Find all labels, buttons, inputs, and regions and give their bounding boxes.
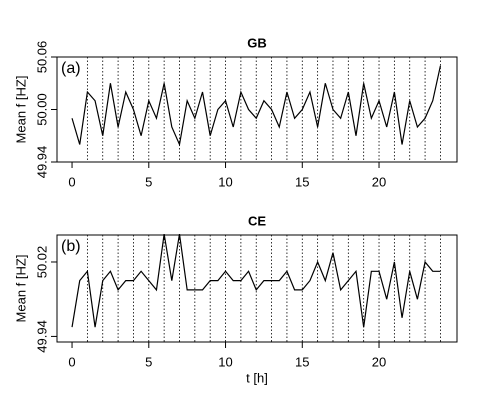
series-line <box>71 233 441 328</box>
y-tick-label: 49.94 <box>34 146 49 179</box>
x-tick-label: 15 <box>295 174 309 189</box>
y-axis-label: Mean f [HZ] <box>13 76 28 144</box>
panel-label: (a) <box>61 60 81 77</box>
x-tick-label: 5 <box>145 354 152 369</box>
x-tick-label: 20 <box>372 354 386 369</box>
series-line <box>71 65 442 147</box>
x-tick-label: 10 <box>218 174 232 189</box>
x-axis-label: t [h] <box>246 370 268 385</box>
y-axis-label: Mean f [HZ] <box>13 255 28 323</box>
y-tick-label: 49.94 <box>34 320 49 353</box>
x-tick-label: 0 <box>68 174 75 189</box>
chart-title: CE <box>248 213 266 228</box>
y-tick-label: 50.06 <box>34 41 49 74</box>
panel-label: (b) <box>61 238 81 255</box>
y-tick-label: 50.00 <box>34 93 49 126</box>
x-tick-label: 20 <box>372 174 386 189</box>
x-tick-label: 0 <box>68 354 75 369</box>
chart-title: GB <box>247 35 267 50</box>
x-tick-label: 5 <box>145 174 152 189</box>
y-tick-label: 50.02 <box>34 246 49 279</box>
x-tick-label: 10 <box>218 354 232 369</box>
x-tick-label: 15 <box>295 354 309 369</box>
